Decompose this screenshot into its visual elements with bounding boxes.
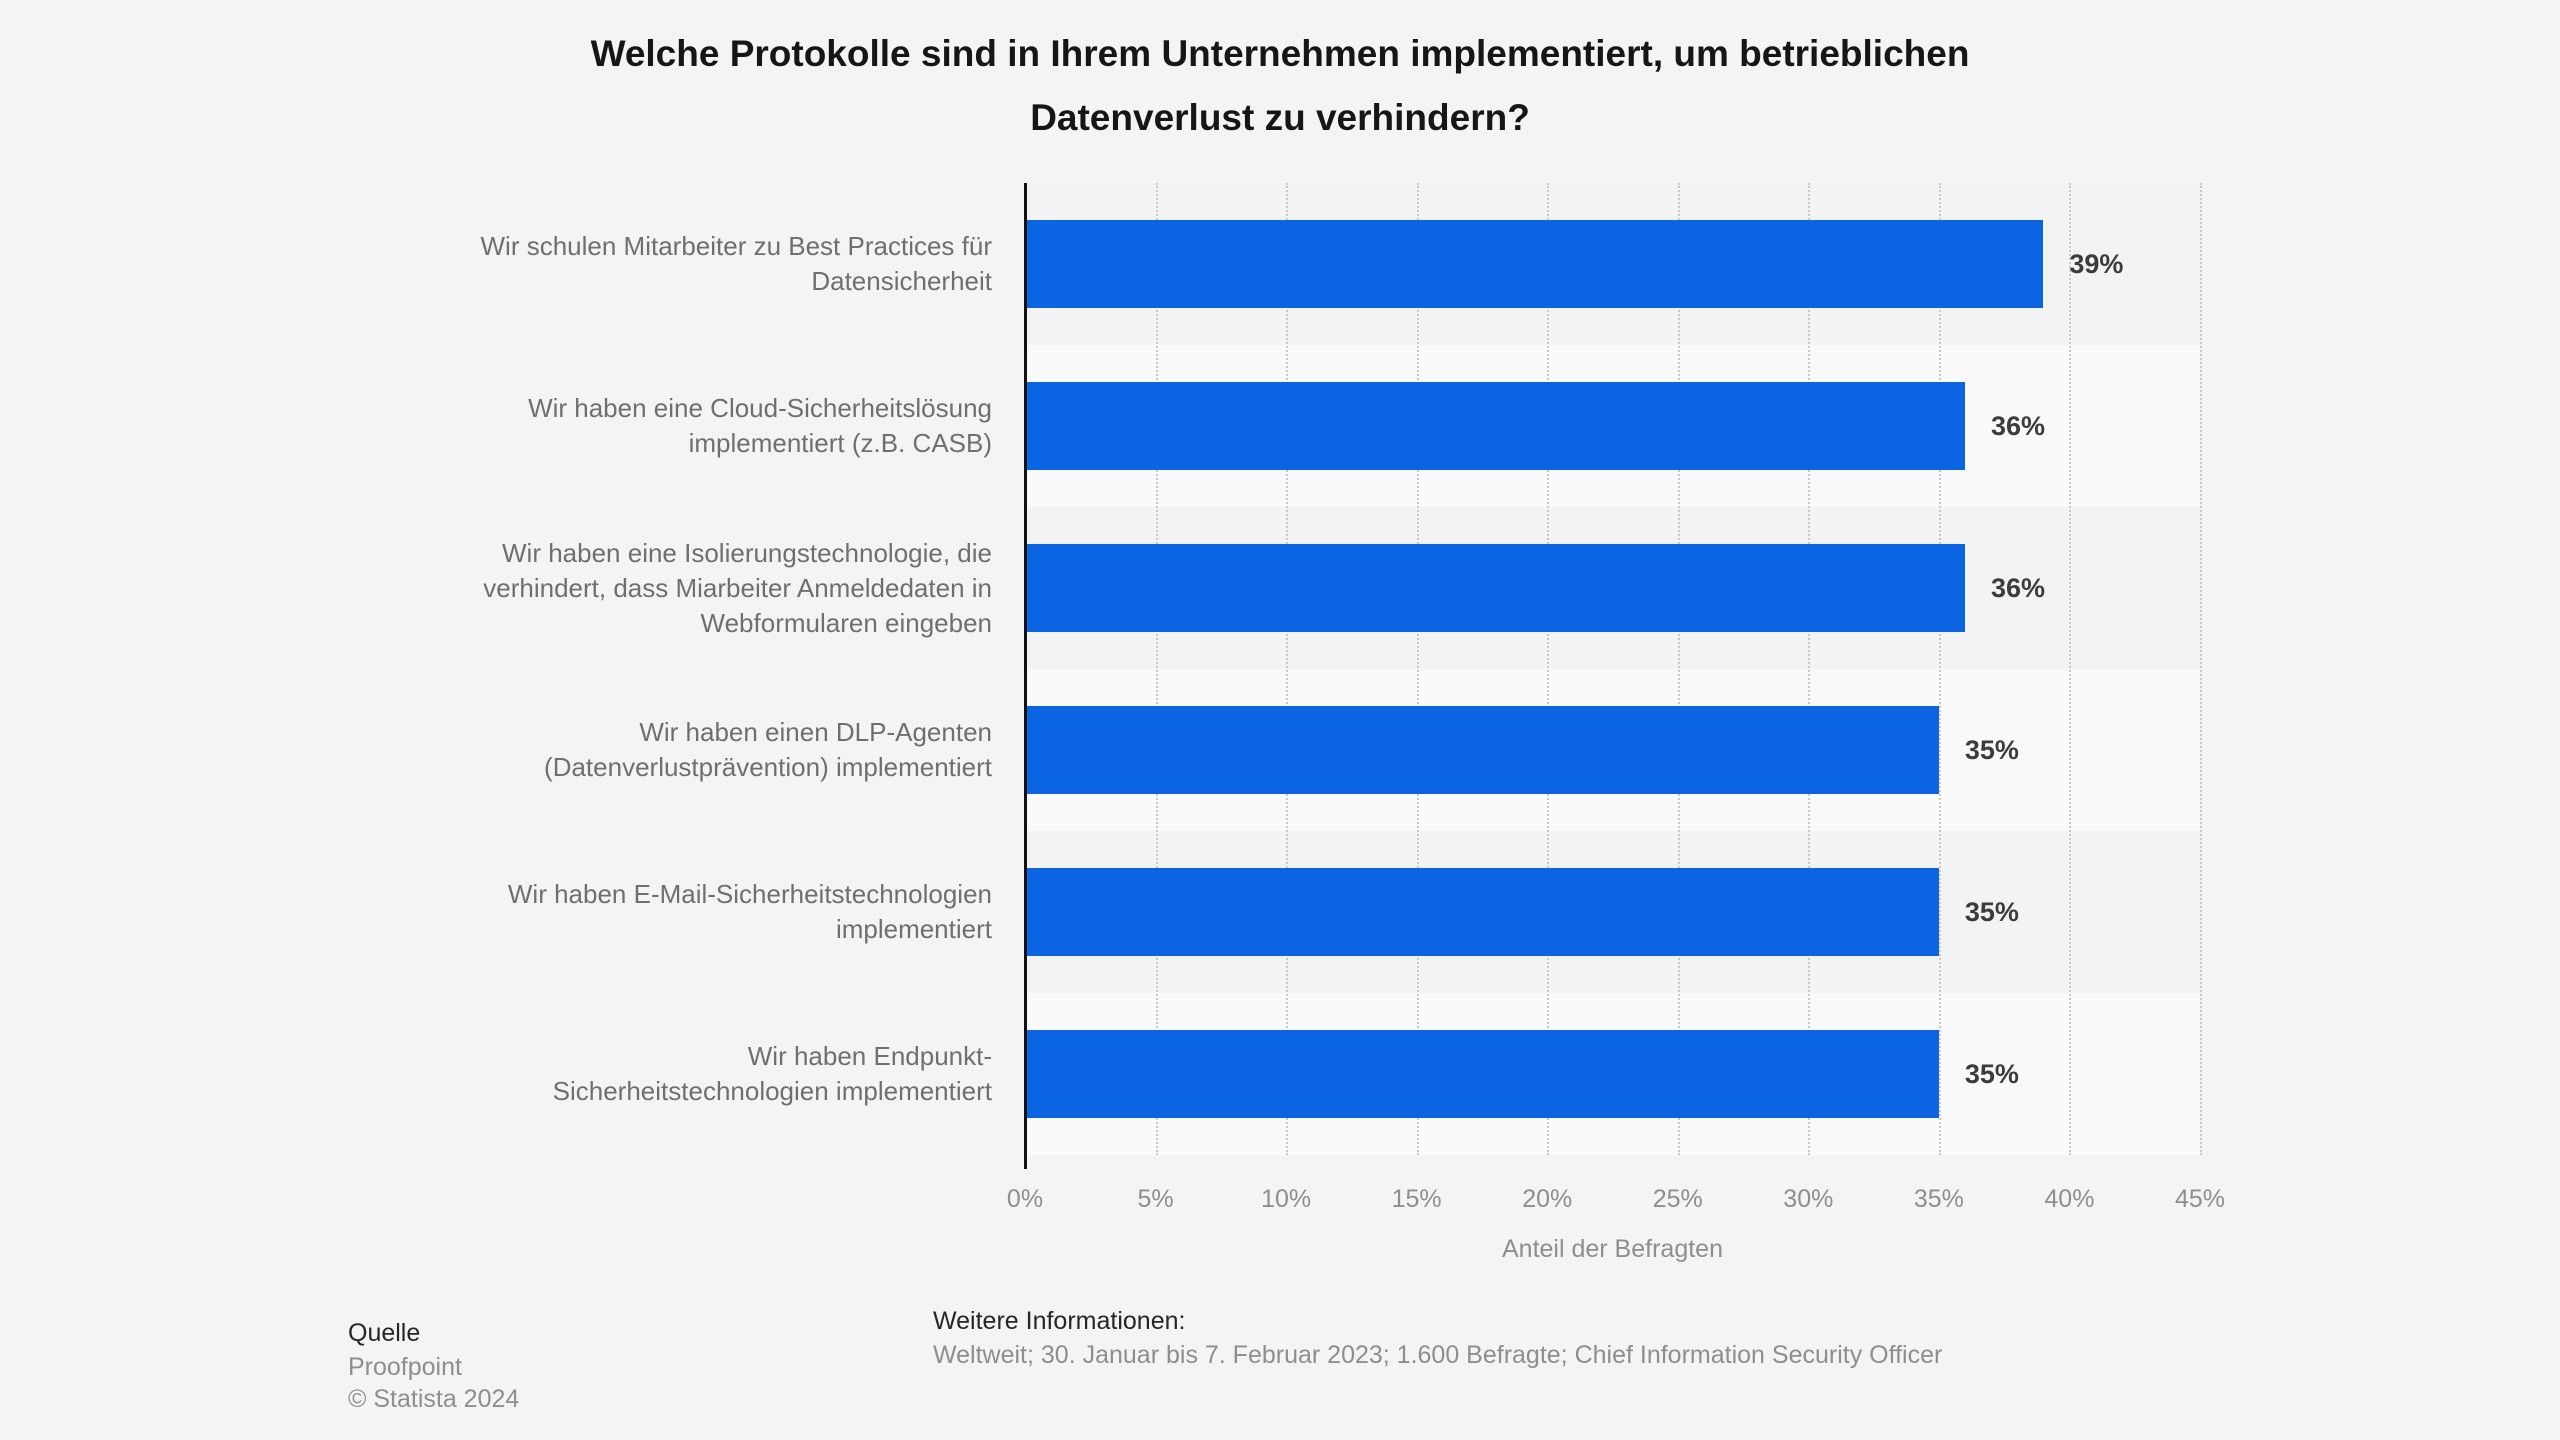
- bar-value-label: 35%: [1964, 734, 2019, 765]
- chart-title: Welche Protokolle sind in Ihrem Unterneh…: [590, 33, 1970, 138]
- x-tick-label: 35%: [1913, 1185, 1964, 1213]
- gridline: [1286, 183, 1289, 1155]
- category-label: Wir haben E-Mail-Sicherheitstechnologien…: [507, 879, 992, 944]
- bar-value-label: 39%: [2069, 248, 2124, 279]
- gridline: [1808, 183, 1811, 1155]
- x-tick-label: 40%: [2044, 1185, 2095, 1213]
- source-name: Proofpoint: [348, 1353, 462, 1381]
- x-axis-title: Anteil der Befragten: [1502, 1235, 1723, 1263]
- bar-value-label: 35%: [1964, 896, 2019, 927]
- x-tick-label: 0%: [1006, 1185, 1044, 1213]
- gridline: [1938, 183, 1941, 1155]
- bar: [1025, 382, 1965, 470]
- x-tick-label: 10%: [1261, 1185, 1312, 1213]
- bar-value-label: 36%: [1991, 410, 2046, 441]
- bar: [1025, 544, 1965, 632]
- bar-value-label: 36%: [1991, 572, 2046, 603]
- bar-value-label: 35%: [1964, 1058, 2019, 1089]
- gridline: [1416, 183, 1419, 1155]
- bar: [1025, 706, 1939, 794]
- gridline: [2200, 183, 2202, 1155]
- x-tick-label: 30%: [1783, 1185, 1834, 1213]
- bar: [1025, 868, 1939, 956]
- info-text: Weltweit; 30. Januar bis 7. Februar 2023…: [933, 1341, 1943, 1369]
- y-axis-line: [1024, 183, 1027, 1169]
- x-tick-label: 20%: [1522, 1185, 1573, 1213]
- gridline: [1677, 183, 1680, 1155]
- source-label: Quelle: [348, 1319, 421, 1347]
- category-label: Wir haben Endpunkt- Sicherheitstechnolog…: [552, 1041, 992, 1106]
- category-label: Wir haben eine Cloud-Sicherheitslösung i…: [528, 393, 992, 458]
- copyright-notice: © Statista 2024: [348, 1385, 520, 1413]
- category-label: Wir schulen Mitarbeiter zu Best Practice…: [480, 231, 993, 296]
- gridline: [1547, 183, 1550, 1155]
- category-label: Wir haben eine Isolierungstechnologie, d…: [483, 537, 992, 638]
- x-tick-label: 5%: [1137, 1185, 1174, 1213]
- gridline: [1155, 183, 1158, 1155]
- x-tick-label: 45%: [2174, 1185, 2226, 1213]
- info-label: Weitere Informationen:: [933, 1307, 1186, 1335]
- bar: [1025, 1030, 1939, 1118]
- x-tick-label: 25%: [1652, 1185, 1703, 1213]
- category-label: Wir haben einen DLP-Agenten (Datenverlus…: [544, 717, 992, 782]
- x-tick-label: 15%: [1391, 1185, 1442, 1213]
- bar: [1025, 220, 2044, 308]
- gridline: [2069, 183, 2072, 1155]
